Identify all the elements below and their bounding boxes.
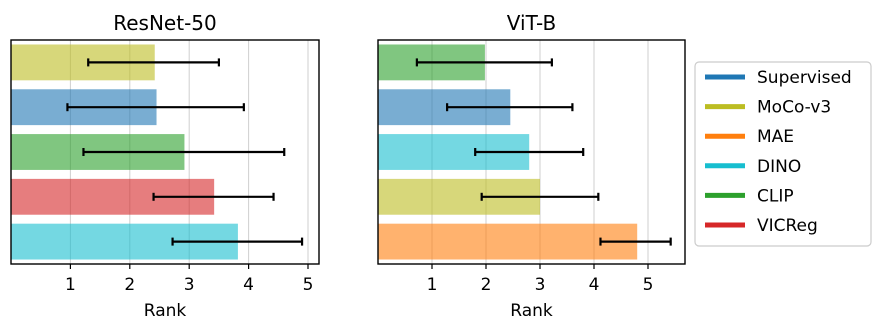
legend-label: VICReg bbox=[757, 216, 818, 236]
legend: Supervised MoCo-v3 MAE DINO CLIP VICReg bbox=[694, 61, 872, 247]
x-tick-label: 5 bbox=[643, 275, 654, 295]
chart-panel-1: 1 2 3 4 5 ResNet-50 Rank bbox=[10, 11, 320, 321]
bar-mae bbox=[378, 223, 638, 260]
x-tick-label: 2 bbox=[481, 275, 492, 295]
x-tick-label: 1 bbox=[427, 275, 438, 295]
x-tick-label: 5 bbox=[303, 275, 314, 295]
axes-frame bbox=[10, 39, 320, 265]
x-axis-label: Rank bbox=[510, 301, 553, 321]
legend-label: Supervised bbox=[757, 68, 852, 88]
x-tick-label: 3 bbox=[184, 275, 195, 295]
chart-title: ViT-B bbox=[507, 11, 556, 35]
legend-label: MAE bbox=[757, 127, 794, 147]
x-tick-label: 3 bbox=[535, 275, 546, 295]
legend-label: CLIP bbox=[757, 186, 794, 206]
x-tick-label: 1 bbox=[65, 275, 76, 295]
chart-panel-2: 1 2 3 4 5 ViT-B Rank bbox=[377, 11, 686, 321]
chart-title: ResNet-50 bbox=[113, 11, 217, 35]
x-tick-label: 4 bbox=[243, 275, 254, 295]
legend-label: MoCo-v3 bbox=[757, 98, 831, 118]
x-tick-label: 4 bbox=[589, 275, 600, 295]
legend-label: DINO bbox=[757, 157, 801, 177]
axes-frame bbox=[377, 39, 686, 265]
x-axis-label: Rank bbox=[144, 301, 187, 321]
x-tick-label: 2 bbox=[124, 275, 135, 295]
